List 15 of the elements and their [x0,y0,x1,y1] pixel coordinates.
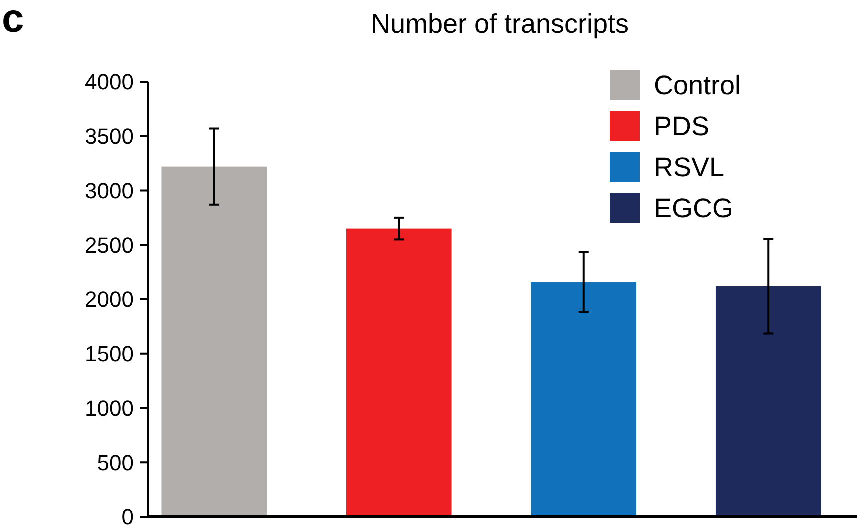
y-tick-label: 0 [122,504,134,528]
y-tick-label: 3500 [85,124,134,150]
y-tick-label: 500 [97,450,134,476]
text: c [2,0,24,41]
y-tick-label: 4000 [85,70,134,95]
y-tick-label: 2500 [85,232,134,258]
legend-label: PDS [654,111,710,142]
chart-title: Number of transcripts [370,9,630,39]
legend-label: RSVL [654,152,725,182]
y-tick-label: 1000 [85,396,134,421]
legend-label: EGCG [654,193,734,224]
legend-label: Control [654,70,742,100]
y-tick-label: 1500 [85,342,134,367]
y-tick-label: 2000 [85,287,134,312]
y-tick-label: 3000 [85,178,134,204]
